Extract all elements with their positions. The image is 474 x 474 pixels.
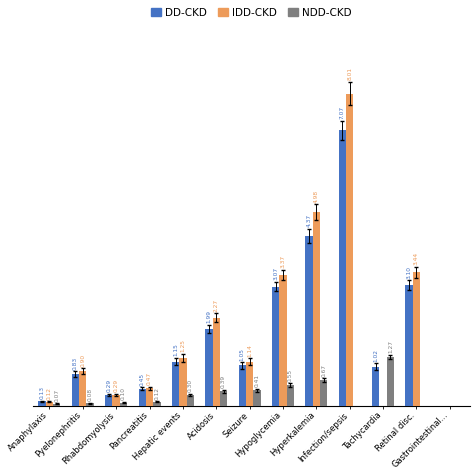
Text: 0.45: 0.45 <box>140 373 145 386</box>
Bar <box>220 391 227 406</box>
Bar <box>105 395 112 406</box>
Text: 0.47: 0.47 <box>147 372 152 385</box>
Bar <box>79 371 86 406</box>
Text: 0.29: 0.29 <box>114 379 118 392</box>
Bar <box>346 94 354 406</box>
Bar <box>38 401 46 406</box>
Bar <box>387 357 394 406</box>
Bar <box>339 130 346 406</box>
Bar <box>120 402 127 406</box>
Text: 4.37: 4.37 <box>307 214 311 227</box>
Text: 2.27: 2.27 <box>214 299 219 311</box>
Bar <box>313 212 320 406</box>
Text: 0.41: 0.41 <box>255 374 259 387</box>
Bar <box>112 395 120 406</box>
Bar <box>72 374 79 406</box>
Text: 7.07: 7.07 <box>340 106 345 119</box>
Bar <box>246 362 253 406</box>
Text: 3.10: 3.10 <box>407 266 411 279</box>
Bar <box>46 402 53 406</box>
Text: 0.07: 0.07 <box>54 389 59 402</box>
Text: 0.30: 0.30 <box>188 379 193 392</box>
Bar <box>138 389 146 406</box>
Text: 0.39: 0.39 <box>221 375 226 388</box>
Bar <box>146 388 153 406</box>
Bar <box>172 362 179 406</box>
Bar <box>179 357 187 406</box>
Text: 8.01: 8.01 <box>347 67 352 81</box>
Bar <box>405 285 413 406</box>
Bar <box>279 275 287 406</box>
Text: 1.27: 1.27 <box>388 340 393 353</box>
Legend: DD-CKD, IDD-CKD, NDD-CKD: DD-CKD, IDD-CKD, NDD-CKD <box>146 4 356 22</box>
Text: 1.15: 1.15 <box>173 344 178 356</box>
Bar <box>238 365 246 406</box>
Text: 0.10: 0.10 <box>121 387 126 401</box>
Bar <box>86 403 94 406</box>
Text: 0.29: 0.29 <box>106 379 111 392</box>
Bar <box>413 272 420 406</box>
Bar <box>372 366 379 406</box>
Text: 0.13: 0.13 <box>40 386 45 399</box>
Text: 1.05: 1.05 <box>240 348 245 361</box>
Text: 0.67: 0.67 <box>321 364 326 377</box>
Text: 1.02: 1.02 <box>373 349 378 362</box>
Bar <box>272 287 279 406</box>
Text: 3.37: 3.37 <box>281 255 285 268</box>
Text: 3.07: 3.07 <box>273 267 278 280</box>
Bar <box>253 391 261 406</box>
Text: 0.12: 0.12 <box>155 387 159 400</box>
Bar <box>187 395 194 406</box>
Text: 4.98: 4.98 <box>314 190 319 202</box>
Text: 0.08: 0.08 <box>88 388 92 401</box>
Bar <box>153 402 161 406</box>
Bar <box>305 236 313 406</box>
Text: 1.25: 1.25 <box>181 339 185 352</box>
Text: 0.12: 0.12 <box>47 387 52 400</box>
Text: 0.83: 0.83 <box>73 356 78 370</box>
Text: 1.99: 1.99 <box>206 310 211 323</box>
Text: 1.14: 1.14 <box>247 344 252 357</box>
Text: 0.55: 0.55 <box>288 369 293 382</box>
Bar <box>212 318 220 406</box>
Bar <box>320 380 328 406</box>
Bar <box>205 329 212 406</box>
Text: 3.44: 3.44 <box>414 252 419 265</box>
Text: 0.90: 0.90 <box>80 354 85 366</box>
Bar <box>287 385 294 406</box>
Bar <box>53 404 61 406</box>
